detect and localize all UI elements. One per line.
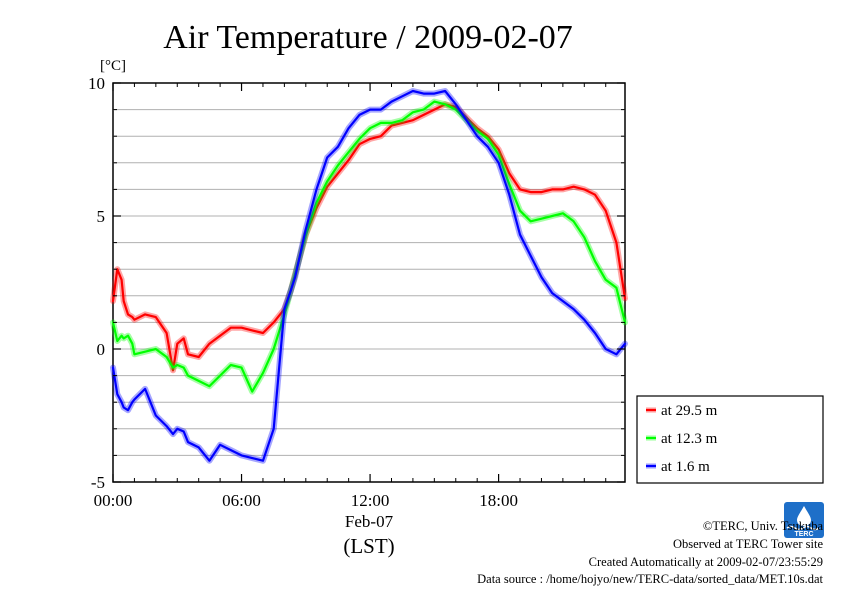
series-line-2	[111, 89, 627, 462]
x-tick-label: 00:00	[94, 491, 133, 510]
series-line-1	[111, 100, 627, 393]
series-lines	[110, 88, 628, 464]
legend-label: at 1.6 m	[661, 459, 710, 475]
x-tick-label: 06:00	[222, 491, 261, 510]
legend: at 29.5 m at 12.3 m at 1.6 m	[646, 403, 718, 475]
logo-wave-icon	[786, 525, 820, 531]
x-tick-label: 12:00	[351, 491, 390, 510]
x-axis-label: (LST)	[343, 534, 394, 558]
date-label: Feb-07	[345, 512, 394, 531]
legend-label: at 12.3 m	[661, 431, 718, 447]
legend-label: at 29.5 m	[661, 403, 718, 419]
y-tick-labels: -5 0 5 10	[88, 74, 105, 492]
chart-title: Air Temperature / 2009-02-07	[163, 19, 573, 56]
x-tick-label: 18:00	[479, 491, 518, 510]
legend-box	[636, 395, 824, 484]
y-tick-label: 5	[97, 207, 106, 226]
footer-created: Created Automatically at 2009-02-07/23:5…	[589, 555, 823, 569]
footer-source: Data source : /home/hojyo/new/TERC-data/…	[477, 572, 823, 586]
grid-lines	[113, 109, 625, 456]
y-axis-unit-label: [°C]	[100, 58, 126, 74]
logo-drop-icon	[797, 506, 811, 526]
footer-observed: Observed at TERC Tower site	[673, 537, 823, 551]
axis-ticks	[112, 82, 625, 483]
footer-copyright: ©TERC, Univ. Tsukuba	[703, 519, 824, 533]
x-tick-labels: 00:00 06:00 12:00 18:00	[94, 491, 518, 510]
y-tick-label: -5	[91, 473, 105, 492]
terc-logo: TERC	[784, 502, 824, 538]
y-tick-label: 10	[88, 74, 105, 93]
series-line-0	[111, 103, 627, 372]
plot-frame	[112, 82, 626, 483]
y-tick-label: 0	[97, 340, 106, 359]
logo-text: TERC	[794, 531, 813, 538]
